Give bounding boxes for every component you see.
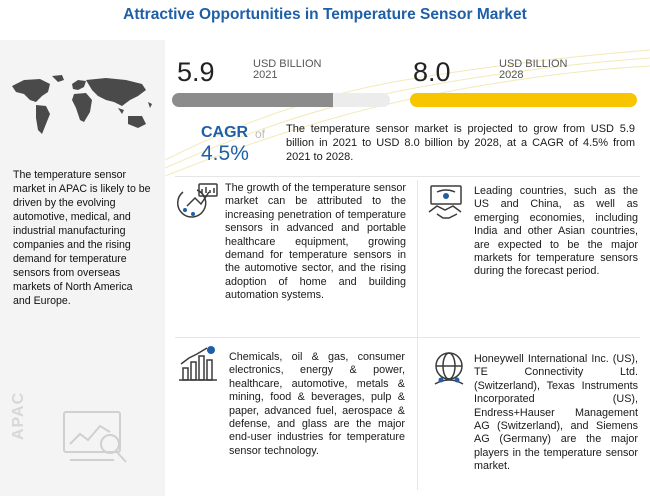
year-label-2021: 2021 <box>253 69 278 81</box>
cagr-value: 4.5% <box>201 142 249 165</box>
page-title: Attractive Opportunities in Temperature … <box>123 6 527 23</box>
cagr-of: of <box>255 127 266 141</box>
market-value-2021: 5.9 <box>177 57 215 87</box>
market-bar-2028 <box>410 93 637 107</box>
apac-description: The temperature sensor market in APAC is… <box>13 169 151 307</box>
globe-people-icon <box>434 352 464 385</box>
card-end-user-industries: Chemicals, oil & gas, consumer electroni… <box>229 351 405 457</box>
divider-horizontal-top <box>175 176 640 177</box>
handshake-icon <box>428 185 462 219</box>
cagr-description: The temperature sensor market is project… <box>286 123 635 163</box>
card-major-players: Honeywell International Inc. (US), TE Co… <box>474 353 638 473</box>
market-bar-2021 <box>172 93 390 107</box>
unit-label-2021: USD BILLION <box>253 58 322 70</box>
market-bar-2021-fill <box>172 93 334 107</box>
unit-label-2028: USD BILLION <box>499 58 568 70</box>
growth-chart-icon <box>179 346 217 381</box>
divider-horizontal-middle <box>175 337 640 338</box>
card-growth-drivers: The growth of the temperature sensor mar… <box>225 182 406 302</box>
market-value-2028: 8.0 <box>413 57 451 87</box>
cagr-label: CAGR <box>201 124 249 141</box>
year-label-2028: 2028 <box>499 69 524 81</box>
divider-vertical <box>417 180 418 490</box>
card-leading-countries: Leading countries, such as the US and Ch… <box>474 185 638 278</box>
world-map-icon <box>12 75 152 134</box>
region-label: APAC <box>10 391 27 440</box>
analytics-icon <box>63 411 127 463</box>
sensor-icon <box>176 183 218 218</box>
market-bar-2028-fill <box>410 93 637 107</box>
main-area: 5.9 USD BILLION 2021 8.0 USD BILLION 202… <box>165 40 650 496</box>
